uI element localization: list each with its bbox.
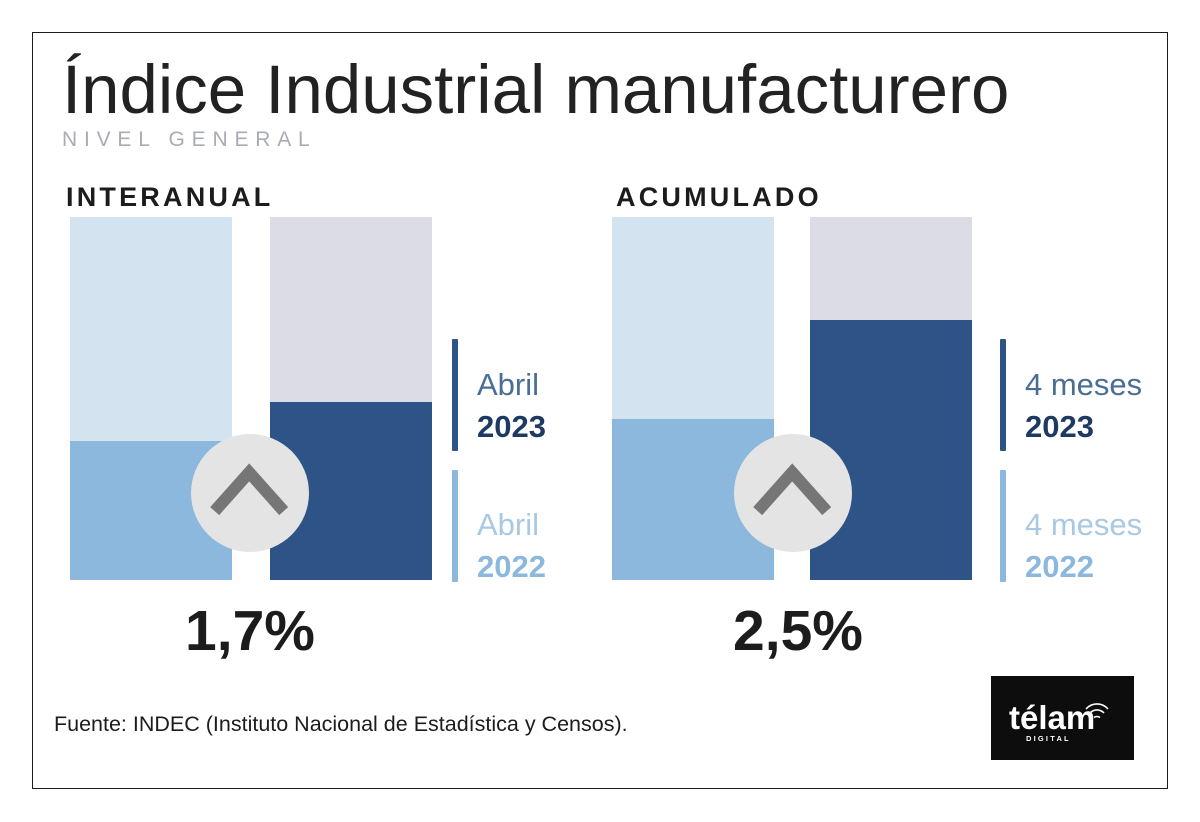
- svg-text:télam: télam: [1009, 699, 1095, 736]
- svg-text:DIGITAL: DIGITAL: [1026, 734, 1071, 743]
